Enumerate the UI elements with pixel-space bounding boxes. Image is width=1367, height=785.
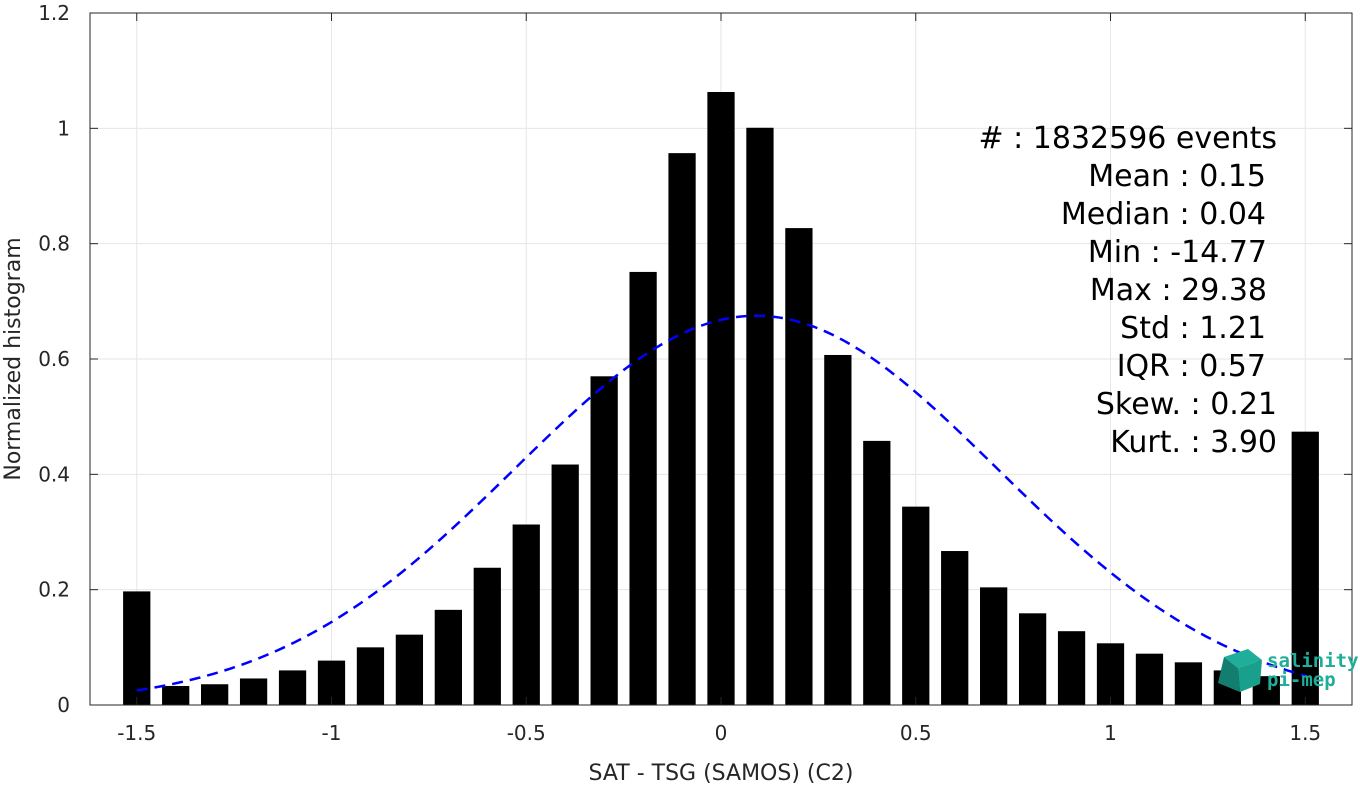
- x-tick-labels: -1.5 -1 -0.5 0 0.5 1 1.5: [117, 721, 1321, 745]
- y-tick-label: 0.8: [38, 232, 70, 256]
- histogram-bar: [1174, 662, 1203, 705]
- histogram-bar: [1291, 431, 1319, 705]
- histogram-bar: [123, 591, 151, 705]
- histogram-bar: [629, 271, 657, 705]
- histogram-bar: [1018, 613, 1047, 705]
- gaussian-fit-curve: [136, 314, 1306, 692]
- stat-iqr: IQR : 0.57: [1117, 349, 1266, 384]
- histogram-bar: [707, 92, 735, 705]
- y-tick-label: 1.2: [38, 1, 70, 25]
- histogram-bar: [980, 587, 1008, 705]
- histogram-bar: [473, 567, 501, 705]
- histogram-bar: [1135, 653, 1164, 705]
- histogram-bar: [434, 609, 462, 705]
- stat-max: Max : 29.38: [1090, 273, 1267, 308]
- histogram-bar: [941, 551, 969, 705]
- histogram-bar: [785, 228, 813, 705]
- y-tick-label: 0.6: [38, 347, 70, 371]
- histogram-bar: [1057, 631, 1086, 705]
- stat-mean: Mean : 0.15: [1088, 159, 1266, 194]
- x-axis-label: SAT - TSG (SAMOS) (C2): [589, 761, 854, 785]
- histogram-bar: [746, 127, 774, 706]
- x-tick-label: -1: [322, 721, 342, 745]
- histogram-bar: [278, 670, 307, 705]
- histogram-bar: [902, 506, 930, 705]
- stat-kurt: Kurt. : 3.90: [1110, 425, 1277, 460]
- y-tick-label: 0.2: [38, 578, 70, 602]
- salinity-pimep-logo: salinity pi-mep: [1218, 649, 1359, 692]
- x-tick-label: 1: [1104, 721, 1117, 745]
- histogram-bar: [512, 524, 540, 705]
- histogram-bar: [201, 684, 229, 705]
- histogram-bar: [668, 153, 696, 705]
- x-tick-label: 1.5: [1289, 721, 1321, 745]
- stats-box: # : 1832596 events Mean : 0.15 Median : …: [978, 121, 1277, 460]
- histogram-bar: [162, 685, 190, 705]
- axis-ticks: [90, 12, 1352, 706]
- x-tick-label: 0: [715, 721, 728, 745]
- stat-std: Std : 1.21: [1120, 311, 1266, 346]
- histogram-bar: [356, 647, 385, 705]
- y-axis-label: Normalized histogram: [1, 237, 26, 480]
- logo-line-2: pi-mep: [1267, 669, 1336, 691]
- histogram-bar: [590, 376, 618, 705]
- histogram-bar: [551, 464, 579, 705]
- x-tick-label: -1.5: [117, 721, 156, 745]
- stat-median: Median : 0.04: [1061, 197, 1266, 232]
- histogram-bar: [863, 440, 891, 705]
- logo-line-1: salinity: [1267, 650, 1359, 672]
- histogram-bar: [1096, 643, 1125, 705]
- x-tick-label: -0.5: [507, 721, 546, 745]
- histogram-bar: [824, 354, 852, 705]
- y-tick-label: 0.4: [38, 462, 70, 486]
- stat-min: Min : -14.77: [1088, 235, 1267, 270]
- y-tick-label: 1: [57, 116, 70, 140]
- histogram-bars: [123, 92, 1319, 706]
- cube-icon: [1218, 649, 1262, 692]
- histogram-bar: [239, 678, 268, 705]
- stat-events: # : 1832596 events: [978, 121, 1277, 156]
- x-tick-label: 0.5: [900, 721, 932, 745]
- stat-skew: Skew. : 0.21: [1096, 387, 1277, 422]
- y-tick-label: 0: [57, 693, 70, 717]
- y-tick-labels: 0 0.2 0.4 0.6 0.8 1 1.2: [38, 1, 70, 717]
- histogram-bar: [395, 634, 424, 705]
